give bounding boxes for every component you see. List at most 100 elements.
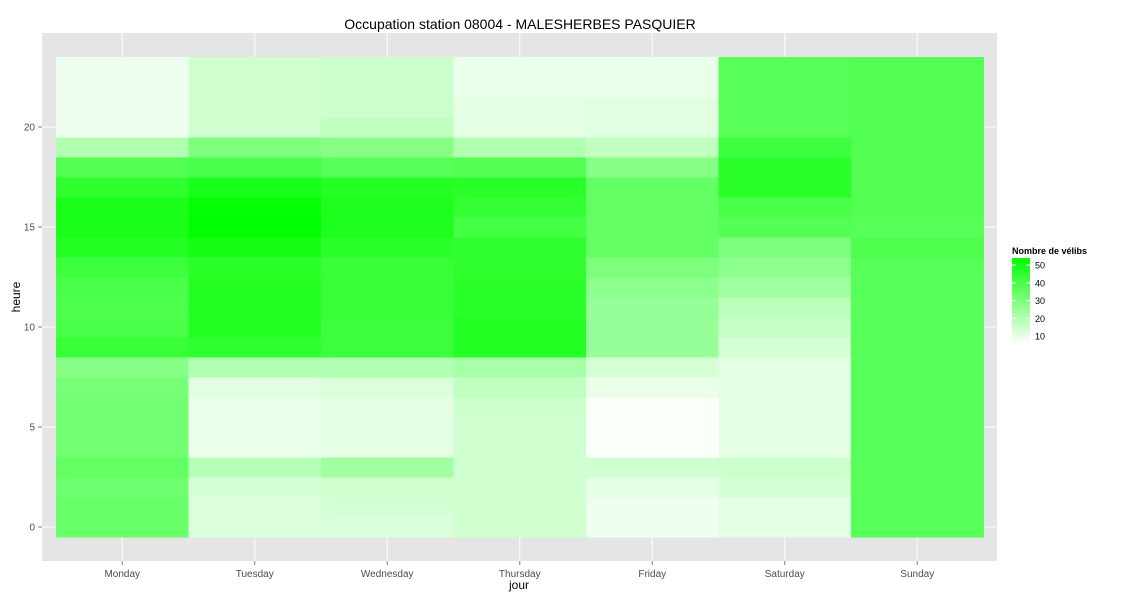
heatmap-cell — [718, 117, 852, 138]
heatmap-cell — [453, 257, 587, 278]
legend-tick-label: 40 — [1035, 278, 1045, 288]
heatmap-cell — [851, 97, 985, 118]
heatmap-cell — [718, 317, 852, 338]
heatmap-cell — [56, 517, 190, 538]
heatmap-cell — [321, 457, 455, 478]
heatmap-cell — [453, 157, 587, 178]
heatmap-cell — [718, 417, 852, 438]
heatmap-cell — [718, 177, 852, 198]
heatmap-cell — [188, 417, 322, 438]
heatmap-cell — [321, 237, 455, 258]
heatmap-cell — [453, 57, 587, 78]
heatmap-cell — [586, 77, 720, 98]
heatmap-cell — [586, 277, 720, 298]
heatmap-cell — [188, 477, 322, 498]
heatmap-cell — [586, 457, 720, 478]
heatmap-cell — [453, 77, 587, 98]
heatmap-cell — [188, 437, 322, 458]
heatmap-cell — [851, 257, 985, 278]
heatmap-cell — [188, 117, 322, 138]
heatmap-cell — [586, 417, 720, 438]
heatmap-cell — [453, 297, 587, 318]
heatmap-cell — [851, 77, 985, 98]
heatmap-cell — [718, 137, 852, 158]
heatmap-cell — [321, 497, 455, 518]
heatmap-cell — [851, 277, 985, 298]
x-tick-label: Tuesday — [236, 569, 274, 580]
heatmap-cell — [851, 157, 985, 178]
heatmap-cell — [321, 517, 455, 538]
heatmap-cell — [453, 477, 587, 498]
heatmap-cell — [453, 417, 587, 438]
heatmap-cell — [188, 317, 322, 338]
heatmap-cell — [188, 457, 322, 478]
heatmap-cell — [188, 257, 322, 278]
heatmap-cell — [56, 477, 190, 498]
heatmap-cell — [188, 177, 322, 198]
legend-tick-label: 50 — [1035, 261, 1045, 271]
heatmap-cell — [586, 337, 720, 358]
heatmap-cell — [718, 157, 852, 178]
heatmap-cell — [718, 297, 852, 318]
heatmap-cell — [321, 217, 455, 238]
heatmap-cell — [586, 497, 720, 518]
heatmap-cell — [188, 297, 322, 318]
heatmap-cell — [321, 337, 455, 358]
heatmap-cell — [718, 437, 852, 458]
heatmap-cell — [851, 477, 985, 498]
legend-tick-label: 10 — [1035, 332, 1045, 342]
heatmap-cell — [851, 497, 985, 518]
heatmap-cell — [188, 57, 322, 78]
heatmap-cell — [586, 477, 720, 498]
heatmap-cell — [453, 317, 587, 338]
legend-ticks: 10 20 30 40 50 — [1012, 261, 1045, 342]
legend: Nombre de vélibs 10 20 30 40 50 — [1012, 246, 1087, 345]
heatmap-cell — [321, 297, 455, 318]
y-axis: 0 5 10 15 20 — [24, 123, 42, 534]
heatmap-cell — [453, 437, 587, 458]
heatmap-cell — [321, 357, 455, 378]
heatmap-cell — [453, 237, 587, 258]
heatmap-cell — [188, 497, 322, 518]
heatmap-cell — [586, 197, 720, 218]
y-tick-label: 10 — [24, 323, 36, 334]
heatmap-cell — [586, 297, 720, 318]
heatmap-cell — [586, 217, 720, 238]
heatmap-cell — [188, 217, 322, 238]
heatmap-cell — [321, 417, 455, 438]
heatmap-cell — [718, 97, 852, 118]
heatmap-cell — [851, 517, 985, 538]
heatmap-cell — [586, 257, 720, 278]
heatmap-cell — [586, 357, 720, 378]
heatmap-cell — [586, 117, 720, 138]
heatmap-cell — [586, 177, 720, 198]
heatmap-cell — [56, 437, 190, 458]
heatmap-cell — [851, 297, 985, 318]
heatmap-cell — [56, 257, 190, 278]
heatmap-cell — [321, 97, 455, 118]
heatmap-cell — [56, 137, 190, 158]
x-tick-label: Saturday — [765, 569, 805, 580]
heatmap-cell — [321, 77, 455, 98]
heatmap-cell — [321, 437, 455, 458]
heatmap-cell — [453, 457, 587, 478]
heatmap-cell — [453, 177, 587, 198]
heatmap-cell — [56, 57, 190, 78]
legend-tick-label: 20 — [1035, 314, 1045, 324]
x-axis: Monday Tuesday Wednesday Thursday Friday Satu… — [104, 561, 934, 580]
heatmap-cell — [56, 297, 190, 318]
heatmap-cell — [851, 317, 985, 338]
heatmap-cell — [56, 157, 190, 178]
heatmap-cell — [56, 117, 190, 138]
heatmap-cell — [718, 217, 852, 238]
heatmap-cell — [453, 377, 587, 398]
heatmap-cell — [188, 237, 322, 258]
y-tick-label: 15 — [24, 223, 36, 234]
heatmap-cell — [851, 457, 985, 478]
heatmap-cell — [188, 197, 322, 218]
heatmap-cell — [56, 497, 190, 518]
heatmap-cell — [188, 77, 322, 98]
heatmap-cell — [56, 337, 190, 358]
heatmap-cell — [56, 177, 190, 198]
